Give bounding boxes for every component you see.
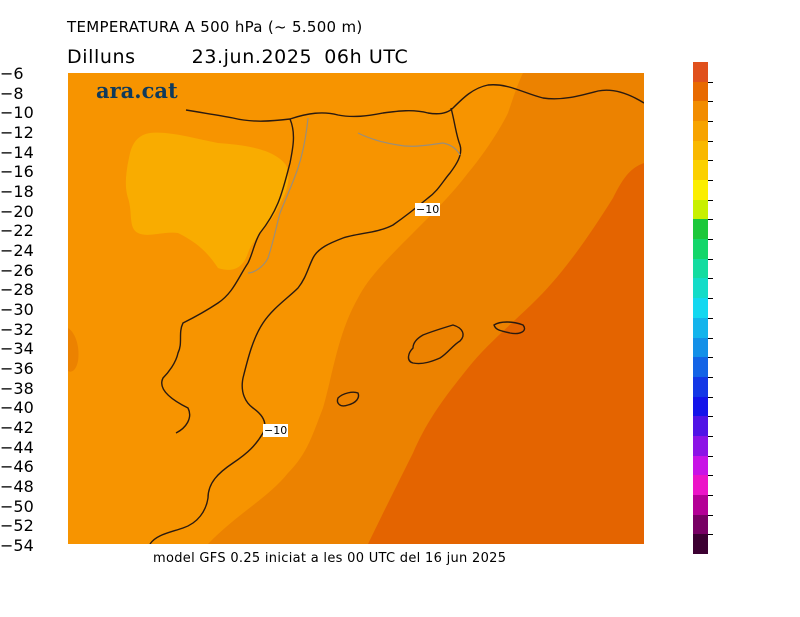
zone-minus14	[125, 132, 289, 270]
legend-label: −24	[0, 240, 34, 260]
legend-swatch	[693, 494, 708, 516]
legend-swatch	[693, 140, 708, 161]
legend-label: −46	[0, 457, 34, 477]
zone-minus8	[368, 163, 644, 544]
model-footnote: model GFS 0.25 iniciat a les 00 UTC del …	[153, 551, 507, 566]
legend-swatch	[693, 101, 708, 122]
legend-swatch	[693, 416, 708, 437]
legend-label: −8	[0, 83, 24, 103]
legend-tick	[708, 534, 713, 536]
legend-label: −52	[0, 516, 34, 536]
legend-tick	[708, 357, 713, 359]
legend-swatch	[693, 455, 708, 476]
valid-hour: 06h UTC	[324, 46, 409, 68]
map-canvas	[68, 73, 644, 544]
color-legend	[693, 62, 713, 555]
legend-tick	[708, 121, 713, 123]
legend-tick	[708, 239, 713, 241]
temperature-map: ara.cat −10 −10	[68, 73, 644, 544]
legend-swatch	[693, 337, 708, 358]
legend-swatch	[693, 534, 708, 555]
legend-label: −6	[0, 63, 24, 83]
map-title: TEMPERATURA A 500 hPa (~ 5.500 m)	[67, 18, 363, 36]
legend-swatch	[693, 475, 708, 496]
legend-label: −36	[0, 359, 34, 379]
legend-label: −18	[0, 181, 34, 201]
map-valid-time: Dilluns 23.jun.2025 06h UTC	[67, 46, 408, 68]
legend-swatch	[693, 239, 708, 260]
legend-tick	[708, 494, 713, 496]
legend-label: −20	[0, 201, 34, 221]
ara-logo: ara.cat	[96, 78, 178, 103]
legend-swatch	[693, 62, 708, 83]
legend-swatch	[693, 514, 708, 535]
zone-minus10-west	[68, 328, 79, 372]
legend-tick	[708, 298, 713, 300]
legend-tick	[708, 317, 713, 319]
legend-label: −14	[0, 142, 34, 162]
legend-swatch	[693, 396, 708, 417]
legend-tick	[708, 475, 713, 477]
legend-swatch	[693, 435, 708, 457]
legend-tick	[708, 337, 713, 339]
legend-tick	[708, 455, 713, 457]
legend-tick	[708, 180, 713, 182]
legend-swatch	[693, 219, 708, 240]
legend-swatch	[693, 357, 708, 378]
legend-tick	[708, 101, 713, 103]
legend-swatch	[693, 199, 708, 220]
legend-label: −42	[0, 418, 34, 438]
legend-swatch	[693, 81, 708, 102]
legend-tick	[708, 396, 713, 398]
legend-label: −28	[0, 280, 34, 300]
legend-label: −40	[0, 398, 34, 418]
legend-tick	[708, 199, 713, 201]
legend-tick	[708, 416, 713, 418]
legend-label: −30	[0, 300, 34, 319]
legend-label: −54	[0, 536, 34, 556]
legend-swatch	[693, 278, 708, 299]
legend-swatch	[693, 121, 708, 142]
legend-tick	[708, 140, 713, 142]
weekday: Dilluns	[67, 46, 136, 68]
valid-date: 23.jun.2025	[191, 46, 313, 68]
legend-label: −26	[0, 260, 34, 280]
legend-label: −22	[0, 221, 34, 241]
legend-swatch	[693, 376, 708, 398]
legend-tick	[708, 514, 713, 516]
legend-swatch	[693, 317, 708, 338]
legend-label: −32	[0, 319, 34, 339]
legend-swatch	[693, 180, 708, 201]
legend-label: −10	[0, 103, 34, 123]
legend-label: −16	[0, 162, 34, 182]
coastline	[149, 84, 644, 544]
legend-tick	[708, 160, 713, 162]
legend-label: −50	[0, 496, 34, 516]
contour-label-minus10-south: −10	[263, 424, 289, 437]
legend-tick	[708, 376, 713, 378]
legend-tick	[708, 278, 713, 280]
legend-tick	[708, 435, 713, 437]
legend-label: −12	[0, 122, 34, 142]
legend-label: −38	[0, 378, 34, 398]
legend-label: −48	[0, 477, 34, 497]
legend-swatch	[693, 298, 708, 319]
contour-label-minus10-north: −10	[415, 203, 441, 216]
legend-label: −34	[0, 339, 34, 359]
legend-tick	[708, 219, 713, 221]
legend-tick	[708, 81, 713, 83]
borders	[247, 117, 461, 274]
legend-tick	[708, 258, 713, 260]
legend-swatch	[693, 258, 708, 279]
legend-swatch	[693, 160, 708, 181]
legend-label: −44	[0, 437, 34, 457]
